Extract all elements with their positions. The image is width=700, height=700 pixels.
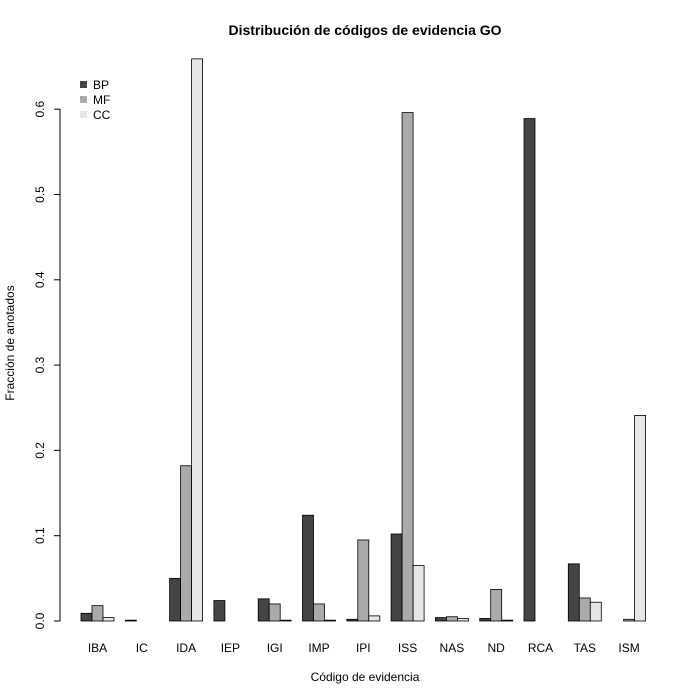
bar-cc-nd: [501, 619, 514, 622]
x-tick-labels: IBA IC IDA IEP IGI IMP IPI ISS NAS ND RCA TAS ISM: [88, 641, 640, 655]
x-tick-label: IPI: [356, 641, 371, 655]
y-axis: 0.0 0.1 0.2 0.3 0.4 0.5 0.6: [33, 101, 61, 629]
bar-cc-ipi: [368, 615, 381, 622]
bar-bp-nas: [434, 617, 447, 622]
bar-mf-ism: [623, 618, 635, 622]
bar-mf-iss: [401, 112, 414, 622]
bar-mf-igi: [268, 603, 281, 622]
x-tick-label: IBA: [88, 641, 107, 655]
bar-mf-imp: [313, 603, 325, 622]
y-tick-label: 0.0: [33, 612, 47, 629]
bar-bp-imp: [302, 514, 314, 622]
bar-cc-tas: [589, 601, 602, 622]
bar-cc-iba: [102, 617, 115, 622]
bar-bp-ic: [124, 619, 137, 622]
x-tick-label: IC: [136, 641, 148, 655]
chart-title: Distribución de códigos de evidencia GO: [228, 22, 501, 38]
x-tick-label: ND: [488, 641, 506, 655]
x-tick-label: NAS: [440, 641, 465, 655]
x-tick-label: IDA: [176, 641, 196, 655]
bar-mf-ida: [180, 465, 193, 622]
x-tick-label: TAS: [574, 641, 596, 655]
bar-bp-iba: [80, 612, 93, 622]
x-tick-label: IMP: [308, 641, 329, 655]
y-axis-label: Fracción de anotados: [3, 285, 17, 400]
bar-bp-igi: [257, 598, 270, 622]
bar-mf-tas: [578, 597, 591, 622]
bar-cc-imp: [324, 619, 336, 622]
x-tick-label: ISM: [618, 641, 639, 655]
x-axis-label: Código de evidencia: [311, 670, 420, 684]
bar-bp-iss: [390, 533, 403, 622]
bar-bp-tas: [567, 563, 580, 622]
legend-label-cc: CC: [93, 108, 111, 122]
bars: [80, 58, 646, 622]
bar-mf-nas: [445, 616, 458, 622]
x-tick-label: ISS: [398, 641, 417, 655]
bar-bp-ida: [169, 577, 182, 622]
legend-label-bp: BP: [93, 78, 109, 92]
legend-swatch-bp: [80, 81, 87, 88]
bar-cc-nas: [456, 618, 469, 622]
bar-bp-iep: [213, 600, 226, 622]
x-tick-label: RCA: [528, 641, 553, 655]
bar-bp-rca: [523, 118, 536, 622]
y-tick-label: 0.2: [33, 442, 47, 459]
legend-swatch-cc: [80, 111, 87, 118]
x-tick-label: IGI: [267, 641, 283, 655]
y-tick-label: 0.5: [33, 186, 47, 203]
bar-cc-iss: [412, 565, 425, 622]
y-tick-label: 0.1: [33, 527, 47, 544]
bar-bp-ipi: [346, 618, 359, 622]
legend-label-mf: MF: [93, 93, 110, 107]
bar-mf-ipi: [357, 539, 370, 622]
y-tick-label: 0.4: [33, 271, 47, 288]
bar-cc-ism: [634, 415, 646, 622]
y-tick-label: 0.6: [33, 101, 47, 118]
bar-mf-nd: [490, 589, 503, 622]
bar-bp-nd: [479, 618, 492, 622]
x-tick-label: IEP: [221, 641, 240, 655]
bar-cc-igi: [279, 619, 292, 622]
legend-swatch-mf: [80, 96, 87, 103]
y-tick-label: 0.3: [33, 356, 47, 373]
bar-mf-iba: [91, 605, 104, 622]
bar-cc-ida: [191, 58, 204, 622]
